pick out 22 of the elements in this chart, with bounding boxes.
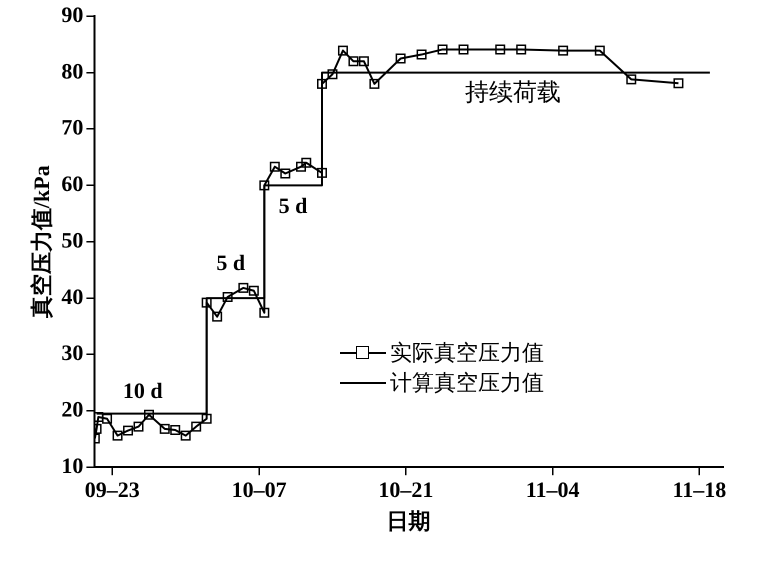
y-axis-title: 真空压力值/kPa bbox=[28, 165, 54, 320]
x-tick-label: 09–23 bbox=[84, 477, 140, 502]
x-tick-label: 11–04 bbox=[526, 477, 580, 502]
y-tick-label: 20 bbox=[61, 396, 84, 422]
y-tick-label: 80 bbox=[61, 58, 84, 84]
y-tick-label: 30 bbox=[61, 340, 84, 366]
y-tick-label: 10 bbox=[61, 452, 84, 478]
x-tick-label: 10–07 bbox=[232, 477, 287, 502]
x-tick-label: 11–18 bbox=[672, 477, 726, 502]
y-tick-label: 90 bbox=[61, 2, 84, 27]
annotation: 持续荷载 bbox=[465, 80, 562, 106]
annotation: 5 d bbox=[278, 193, 308, 218]
y-tick-label: 50 bbox=[61, 227, 84, 252]
legend-label: 计算真空压力值 bbox=[390, 369, 544, 397]
y-tick-label: 60 bbox=[61, 171, 84, 196]
y-tick-label: 40 bbox=[61, 284, 84, 309]
y-tick-label: 70 bbox=[61, 114, 84, 140]
x-tick-label: 10–21 bbox=[378, 477, 434, 502]
legend-label: 实际真空压力值 bbox=[390, 339, 544, 367]
annotation: 10 d bbox=[122, 378, 163, 404]
x-axis-title: 日期 bbox=[386, 508, 431, 534]
annotation: 5 d bbox=[216, 250, 246, 275]
